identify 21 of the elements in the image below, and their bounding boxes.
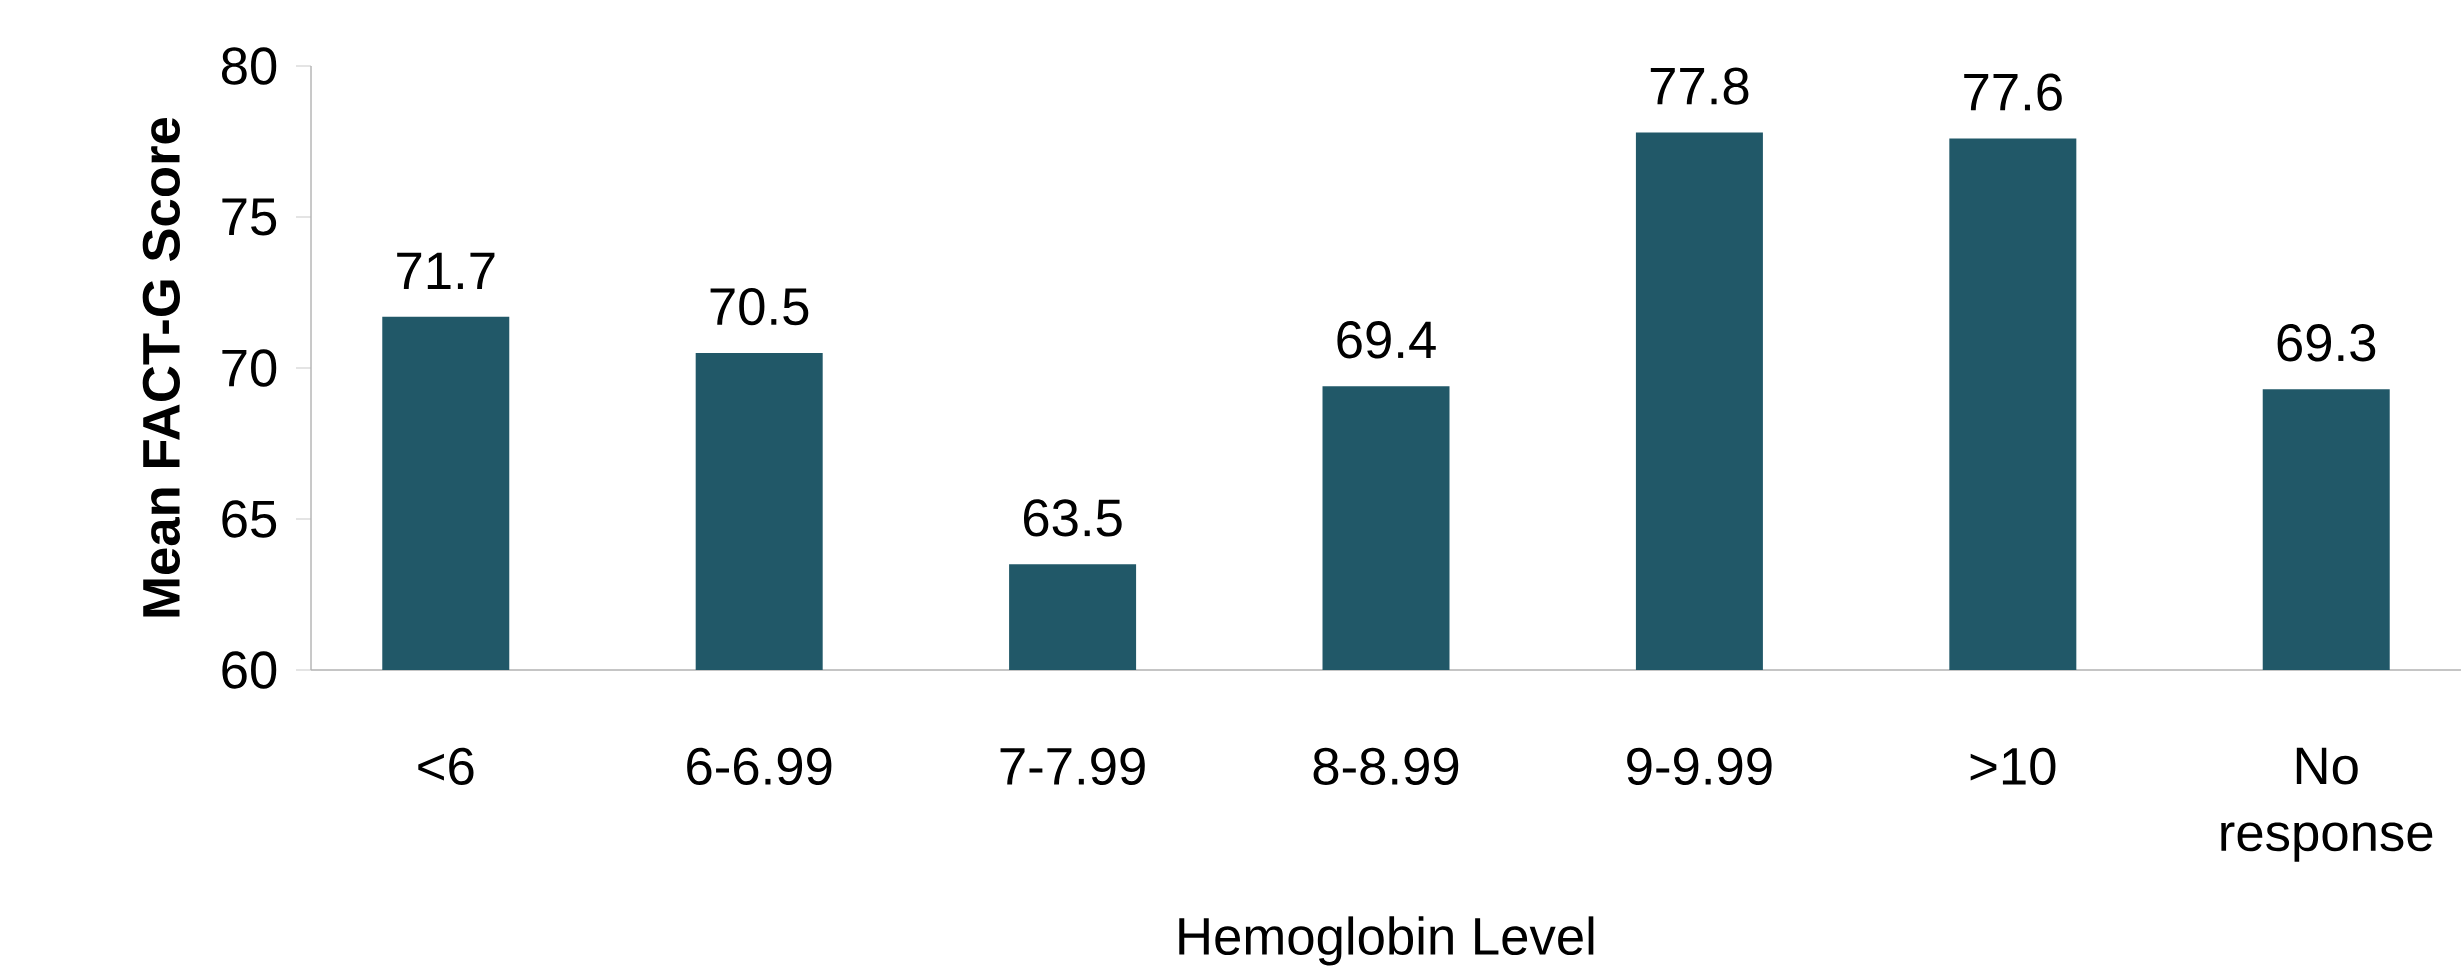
- x-tick-label: 7-7.99: [1000, 747, 1145, 785]
- x-tick-label: 9-9.99: [1627, 747, 1772, 785]
- x-tick-label: >10: [1970, 747, 2056, 785]
- data-label: 77.6: [1964, 73, 2062, 111]
- data-label: 63.5: [1023, 499, 1122, 537]
- x-tick-label: <6: [418, 747, 474, 785]
- data-label: 69.4: [1337, 321, 1436, 359]
- x-tick-label: 8-8.99: [1313, 747, 1459, 785]
- y-tick-label: 80: [222, 47, 277, 85]
- data-label: 70.5: [710, 287, 809, 326]
- y-tick-label: 65: [222, 500, 277, 538]
- y-axis-title: Mean FACT-G Score: [142, 117, 180, 617]
- y-tick-label: 60: [222, 651, 277, 689]
- data-label: 69.3: [2277, 324, 2376, 362]
- x-tick-label: No response: [2221, 747, 2433, 862]
- data-label: 77.8: [1650, 67, 1749, 105]
- y-tick-label: 70: [222, 349, 277, 387]
- x-tick-label: 6-6.99: [687, 747, 832, 785]
- data-label: 71.7: [397, 252, 495, 289]
- y-tick-label: 75: [222, 198, 277, 236]
- x-axis-title: Hemoglobin Level: [1179, 916, 1594, 966]
